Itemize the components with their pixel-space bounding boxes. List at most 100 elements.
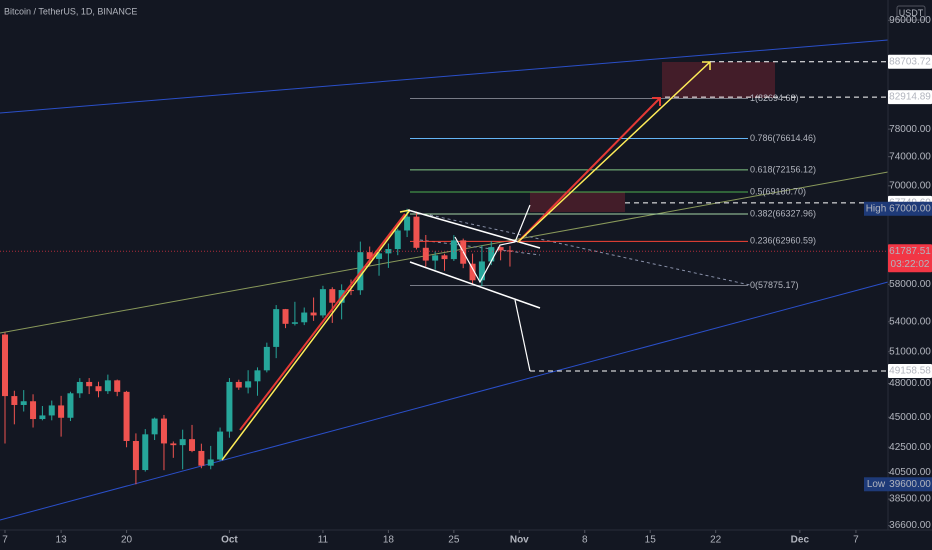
candle-body — [198, 450, 205, 466]
price-tag-label: 49158.58 — [889, 366, 931, 377]
candle-body — [160, 418, 167, 444]
candle-body — [30, 401, 37, 420]
y-tick-label: 70000.00 — [889, 180, 931, 191]
candle-body — [263, 346, 270, 371]
flag-bottom — [409, 261, 541, 309]
candle-body — [76, 381, 83, 394]
candle-body — [217, 431, 224, 460]
candle-body — [301, 312, 308, 323]
candle-body — [11, 396, 18, 405]
price-tag — [888, 244, 932, 273]
fib-label: 0.618(72156.12) — [750, 164, 816, 174]
x-tick-label: 7 — [853, 535, 859, 546]
x-tick-label: 7 — [2, 535, 8, 546]
candles — [2, 208, 513, 485]
candle-body — [189, 439, 196, 451]
candle-body — [488, 247, 495, 262]
y-tick-label: 36600.00 — [889, 520, 931, 531]
price-tag-label: 82914.89 — [889, 92, 931, 103]
candle-body — [132, 440, 139, 471]
candle-body — [273, 309, 280, 347]
candle-body — [114, 380, 121, 392]
x-tick-label: 20 — [121, 535, 133, 546]
candle-body — [104, 380, 111, 392]
candle-body — [179, 439, 186, 446]
chart-title: Bitcoin / TetherUS, 1D, BINANCE — [4, 6, 137, 16]
candle-body — [20, 401, 27, 405]
extreme-label: 67000.00 — [889, 203, 931, 214]
candle-body — [86, 381, 93, 387]
candle-body — [404, 216, 411, 231]
candle-body — [441, 255, 448, 260]
candle-body — [385, 249, 392, 254]
candle-body — [329, 289, 336, 303]
channel-bottom — [0, 281, 889, 521]
candle-body — [142, 434, 149, 471]
y-tick-label: 74000.00 — [889, 151, 931, 162]
arrow-yellow — [517, 61, 711, 243]
candle-body — [123, 391, 130, 441]
currency: USDT — [899, 8, 924, 18]
axis: 96000.00 78000.00 74000.00 70000.00 58000.00… — [2, 15, 931, 546]
x-tick-label: Dec — [791, 535, 810, 546]
candle-body — [151, 418, 158, 435]
x-tick-label: 18 — [383, 535, 395, 546]
x-tick-label: 8 — [582, 535, 588, 546]
price-tag — [888, 363, 932, 378]
candle-body — [469, 263, 476, 281]
pole-red — [239, 213, 406, 431]
y-tick-label: 58000.00 — [889, 279, 931, 290]
arrow-head — [652, 97, 661, 106]
candle-body — [207, 459, 214, 466]
trend-line — [0, 171, 889, 334]
extreme-tag — [864, 477, 932, 492]
currency-box[interactable] — [896, 5, 926, 21]
y-tick-label: 45000.00 — [889, 412, 931, 423]
candle-body — [422, 247, 429, 261]
candle-body — [67, 393, 74, 418]
candle-body — [245, 381, 252, 388]
x-tick-label: Nov — [510, 535, 529, 546]
candle-body — [2, 334, 8, 397]
fib-levels: 1(82694.68) 0.786(76614.46) 0.618(72156.12… — [410, 93, 816, 290]
candle-body — [310, 312, 317, 316]
x-tick-label: 15 — [645, 535, 657, 546]
fib-label: 0.236(62960.59) — [750, 236, 816, 246]
candle-body — [254, 370, 261, 382]
target-zone — [662, 62, 775, 98]
price-levels — [0, 61, 888, 372]
fib-label: 1(82694.68) — [750, 93, 799, 103]
extreme-name: Low — [867, 479, 886, 490]
candle-body — [319, 289, 326, 316]
candle-body — [478, 261, 485, 281]
drop-line — [514, 299, 531, 372]
candle-body — [347, 290, 354, 292]
candle-body — [282, 309, 289, 324]
x-tick-label: 25 — [448, 535, 460, 546]
candle-body — [170, 443, 177, 446]
price-tags: 88703.7282914.8967749.6061787.5103:22:02… — [864, 54, 932, 492]
extreme-name: High — [866, 203, 887, 214]
x-tick-label: 22 — [710, 535, 722, 546]
candle-body — [235, 381, 242, 388]
candle-body — [432, 255, 439, 261]
y-tick-label: 48000.00 — [889, 378, 931, 389]
target-zone — [530, 192, 625, 212]
candle-body — [95, 386, 102, 392]
fib-label: 0.5(69180.70) — [750, 186, 806, 196]
dashed-guide — [429, 214, 751, 286]
zigzag — [454, 204, 531, 284]
candle-body — [506, 250, 513, 252]
price-tag — [888, 90, 932, 105]
candle-body — [39, 415, 46, 420]
candle-body — [58, 405, 65, 418]
extreme-tag — [864, 201, 932, 216]
price-tag-label: 88703.72 — [889, 56, 931, 67]
candle-body — [48, 405, 55, 416]
x-tick-label: Oct — [221, 535, 238, 546]
fib-label: 0.382(66327.96) — [750, 208, 816, 218]
price-tag — [888, 54, 932, 69]
fib-label: 0.786(76614.46) — [750, 133, 816, 143]
